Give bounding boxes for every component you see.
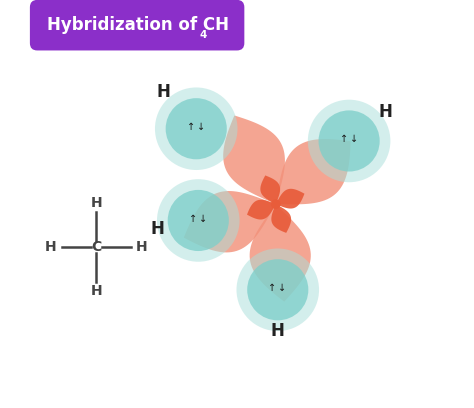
Text: ↑: ↑	[268, 283, 276, 293]
Polygon shape	[260, 175, 280, 204]
Text: ↓: ↓	[197, 122, 205, 132]
Text: ↓: ↓	[199, 214, 207, 224]
Text: ↑: ↑	[340, 134, 348, 144]
Text: H: H	[91, 284, 102, 297]
Polygon shape	[250, 204, 311, 302]
Polygon shape	[276, 189, 304, 208]
Circle shape	[157, 179, 239, 262]
Text: H: H	[151, 220, 164, 237]
Polygon shape	[276, 139, 351, 204]
Text: H: H	[157, 83, 171, 101]
Circle shape	[271, 199, 281, 209]
Polygon shape	[184, 191, 276, 253]
Circle shape	[237, 248, 319, 331]
Circle shape	[247, 259, 309, 320]
Text: H: H	[91, 196, 102, 211]
Circle shape	[319, 111, 380, 171]
Text: ↑: ↑	[187, 122, 195, 132]
Text: ↓: ↓	[278, 283, 286, 293]
Circle shape	[168, 190, 229, 251]
FancyBboxPatch shape	[30, 0, 244, 51]
Text: H: H	[379, 103, 393, 122]
Text: ↓: ↓	[349, 134, 358, 144]
Polygon shape	[247, 200, 276, 220]
Text: 4: 4	[200, 29, 207, 40]
Text: H: H	[136, 240, 148, 254]
Text: C: C	[91, 240, 101, 254]
Polygon shape	[271, 204, 291, 233]
Text: H: H	[45, 240, 56, 254]
Circle shape	[155, 87, 237, 170]
Polygon shape	[223, 115, 285, 204]
Text: Hybridization of CH: Hybridization of CH	[47, 16, 229, 34]
Text: ↑: ↑	[189, 214, 197, 224]
Text: H: H	[271, 322, 285, 339]
Circle shape	[308, 100, 391, 182]
Circle shape	[165, 98, 227, 159]
